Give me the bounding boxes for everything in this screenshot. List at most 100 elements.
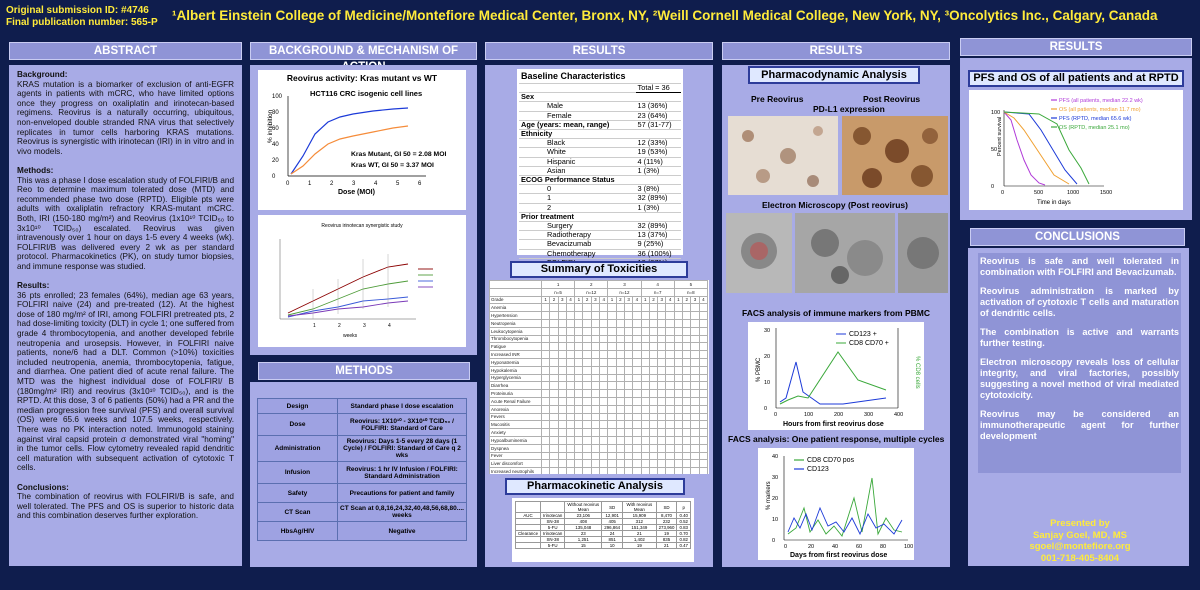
pk-header: SD [655, 501, 678, 513]
abstract-conclusions-heading: Conclusions: [17, 482, 69, 492]
survival-x-tick: 1000 [1067, 190, 1079, 196]
tox-item: Leukocytopenia [489, 326, 542, 336]
tox-row: Hyponatremia [489, 357, 709, 367]
baseline-title: Baseline Characteristics [521, 71, 626, 81]
methods-row: HbsAg/HIV Negative [257, 521, 467, 541]
facs2-y-tick: 10 [772, 517, 778, 523]
tox-level: 4 [640, 280, 675, 289]
reovirus-chart-subtitle: HCT116 CRC isogenic cell lines [310, 89, 422, 98]
tox-grade: 4 [698, 295, 709, 305]
baseline-row: Prior treatment [519, 211, 681, 222]
tox-row: Proteinuria [489, 389, 709, 398]
pk-cell: Irinotecan [540, 530, 566, 537]
abstract-methods-heading: Methods: [17, 165, 54, 175]
kras-wt-annotation: Kras WT, GI 50 = 3.37 MOI [351, 162, 434, 169]
toxicities-table-box: 1 2 3 4 5 n=5 n=12 n=12 n=7 n=8 Grade 1 2 3 4 1 2 3 4 1 2 3 4 1… [489, 280, 709, 474]
x-tick: 2 [330, 181, 334, 187]
tox-grade: 1 [607, 295, 617, 305]
survival-ylabel: Percent survival [997, 117, 1003, 156]
baseline-label: Age (years: mean, range) [519, 119, 636, 130]
tox-level: 3 [607, 280, 642, 289]
irino-x-label: weeks [343, 333, 358, 339]
results-header-2: RESULTS [722, 42, 950, 60]
baseline-label: 0 [519, 184, 636, 194]
facs1-x-tick: 400 [894, 412, 903, 418]
baseline-label: 2 [519, 202, 636, 213]
facs1-x-tick: 100 [804, 412, 813, 418]
y-tick: 80 [272, 110, 279, 116]
conclusions-list: Reovirus is safe and well tolerated in c… [978, 253, 1181, 473]
tox-item: Liver discomfort [489, 459, 542, 469]
tox-grade: 2 [615, 295, 625, 305]
baseline-label: Sex [519, 92, 636, 102]
x-tick: 1 [308, 181, 312, 187]
cd8cd70-pos-line [787, 477, 903, 537]
methods-value: Standard phase I dose escalation [337, 398, 467, 414]
facs2-xlabel: Days from first reovirus dose [790, 552, 887, 559]
tox-item: Increased neutrophils [489, 467, 542, 474]
irino-x-tick: 3 [363, 323, 366, 329]
pk-row: AUC Irinotecan 23,106 12,901 15,909 8,470 0.40 [514, 512, 691, 519]
tox-row: Hypertension [489, 311, 709, 320]
baseline-label: Hispanic [519, 156, 636, 167]
tox-grade: 3 [557, 295, 567, 305]
baseline-value [635, 211, 681, 222]
baseline-label: ECOG Performance Status [519, 175, 636, 185]
abstract-results: 36 pts enrolled; 23 females (64%), media… [17, 290, 234, 473]
results-header-1: RESULTS [485, 42, 713, 60]
baseline-table: Total = 36 Sex Male 13 (36%) Female 23 (64%) A… [519, 82, 681, 268]
conclusion-item: Electron microscopy reveals loss of cell… [980, 357, 1179, 400]
facs1-y-tick: 0 [764, 406, 767, 412]
irino-chart: 1 2 3 4 weeks [279, 239, 433, 339]
pk-header: p [676, 501, 691, 513]
presenter-email[interactable]: sgoel@montefiore.org [1029, 541, 1131, 552]
baseline-value: 32 (89%) [635, 193, 681, 204]
tox-n: n=12 [574, 287, 609, 297]
tox-grade: 3 [657, 295, 667, 305]
survival-x-tick: 500 [1034, 190, 1043, 196]
tox-item: Hyperglycemia [489, 373, 542, 383]
pk-header [540, 501, 566, 513]
survival-y-tick: 50 [991, 147, 997, 153]
tox-row: Hyperglycemia [489, 373, 709, 383]
abstract-results-heading: Results: [17, 281, 50, 291]
baseline-row: Total = 36 [519, 82, 681, 94]
baseline-table-box: Baseline Characteristics Total = 36 Sex Ma… [517, 69, 683, 268]
baseline-value: 4 (11%) [635, 156, 681, 167]
affiliations-title: ¹Albert Einstein College of Medicine/Mon… [172, 8, 1158, 23]
baseline-row: 1 32 (89%) [519, 193, 681, 204]
tox-grade: 2 [549, 295, 559, 305]
y-tick: 100 [272, 94, 283, 100]
abstract-conclusions: The combination of reovirus with FOLFIRI… [17, 492, 234, 521]
tox-row: Anemia [489, 303, 709, 313]
tox-row: Hypokalemia [489, 365, 709, 375]
pk-cell: 15 [564, 542, 603, 549]
tox-grade: 3 [623, 295, 634, 305]
tox-row: Liver discomfort [489, 459, 709, 469]
pk-row: 5-FU 135,048 296,864 151,349 273,960 0.83 [514, 524, 691, 531]
pk-table: Without reovirus Mean SD With reovirus Mea… [514, 501, 691, 549]
pk-cell: 5-FU [540, 542, 566, 549]
methods-value: Reovirus: 1 hr IV Infusion / FOLFIRI: St… [337, 461, 467, 484]
em-image-1 [726, 213, 792, 293]
baseline-value [635, 129, 681, 139]
pk-cell: Clearance [514, 530, 542, 537]
baseline-label: Asian [519, 165, 636, 176]
facs1-title: FACS analysis of immune markers from PBM… [742, 308, 931, 318]
tox-row: Hypoalbuminemia [489, 435, 709, 445]
baseline-label: Female [519, 110, 636, 121]
facs1-y-tick: 10 [764, 380, 770, 386]
irino-x-tick: 2 [338, 323, 341, 329]
pk-cell: 273,960 [655, 524, 678, 531]
baseline-label [519, 82, 636, 93]
kras-mutant-annotation: Kras Mutant, GI 50 = 2.08 MOI [351, 151, 446, 158]
tox-grade-label: Grade [489, 295, 542, 305]
publication-number: Final publication number: 565-P [6, 17, 158, 28]
tox-grade: 1 [673, 295, 684, 305]
em-image-3 [898, 213, 948, 293]
tox-row: Fever [489, 451, 709, 461]
tox-item: Fevers [489, 412, 542, 422]
facs1-x-tick: 300 [864, 412, 873, 418]
baseline-value: 1 (3%) [635, 202, 681, 213]
submission-info: Original submission ID: #4746 Final publ… [6, 5, 158, 29]
